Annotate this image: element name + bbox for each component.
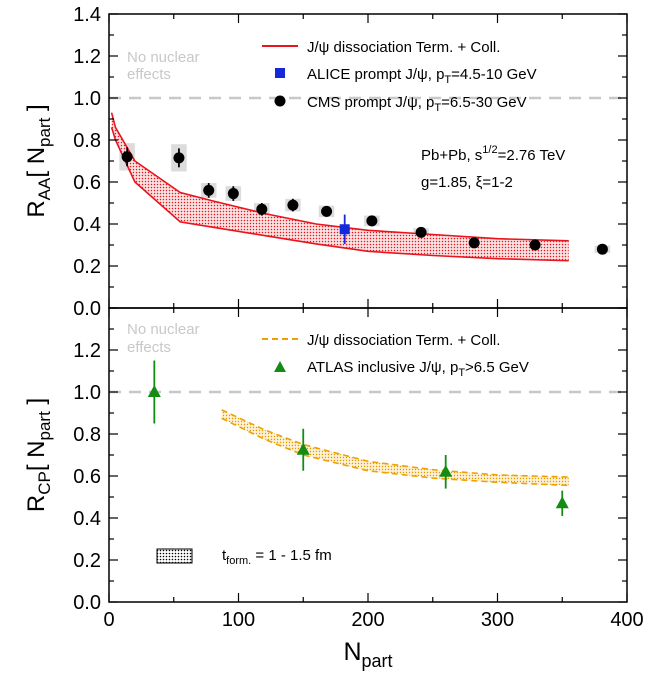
y-tick-label: 1.0 <box>73 382 101 404</box>
bottom-no-nuclear-label-2: effects <box>127 339 171 356</box>
legend-alice-label: ALICE prompt J/ψ, pT=4.5-10 GeV <box>307 66 537 86</box>
top-panel: No nuclear effects J/ψ dissociation Term… <box>23 4 628 320</box>
top-legend: J/ψ dissociation Term. + Coll. ALICE pro… <box>262 39 537 114</box>
atlas-data-point <box>147 385 161 397</box>
x-tick-label: 400 <box>610 609 643 631</box>
top-no-nuclear-label-2: effects <box>127 66 171 83</box>
bottom-legend: J/ψ dissociation Term. + Coll. ATLAS inc… <box>262 332 529 379</box>
cms-data-point <box>415 226 427 238</box>
x-tick-label: 300 <box>481 609 514 631</box>
cms-data-point <box>529 239 541 251</box>
cms-data-point <box>596 243 608 255</box>
top-info-line-2: g=1.85, ξ=1-2 <box>421 174 513 191</box>
y-tick-label: 1.2 <box>73 46 101 68</box>
cms-data-point <box>366 215 378 227</box>
y-tick-label: 0.0 <box>73 298 101 320</box>
y-tick-label: 0.0 <box>73 592 101 614</box>
legend-atlas-label: ATLAS inclusive J/ψ, pT>6.5 GeV <box>307 359 529 379</box>
bottom-x-axis: 0 100 200 300 400 <box>103 308 644 631</box>
cms-data-point <box>468 237 480 249</box>
formation-time-legend: tform. = 1 - 1.5 fm <box>156 547 332 567</box>
bottom-model-band <box>221 409 569 487</box>
x-tick-label: 100 <box>222 609 255 631</box>
top-band-lower-edge <box>110 127 569 262</box>
cms-data-point <box>173 152 185 164</box>
cms-data-point <box>256 203 268 215</box>
legend-alice-marker <box>275 68 285 78</box>
atlas-data-point <box>555 496 569 509</box>
x-axis-label: Npart <box>343 638 392 671</box>
formation-time-label: tform. = 1 - 1.5 fm <box>222 547 332 567</box>
bottom-y-axis: 0.0 0.2 0.4 0.6 0.8 1.0 1.2 <box>73 307 627 614</box>
cms-data-point <box>203 184 215 196</box>
legend-atlas-marker <box>274 361 286 372</box>
y-tick-label: 1.0 <box>73 88 101 110</box>
legend-red-label: J/ψ dissociation Term. + Coll. <box>307 39 500 56</box>
cms-data-point <box>227 188 239 200</box>
y-tick-label: 0.8 <box>73 424 101 446</box>
y-tick-label: 1.2 <box>73 340 101 362</box>
y-tick-label: 0.2 <box>73 256 101 278</box>
legend-orange-label: J/ψ dissociation Term. + Coll. <box>307 332 500 349</box>
top-no-nuclear-label-1: No nuclear <box>127 49 200 66</box>
cms-data-point <box>321 205 333 217</box>
bottom-no-nuclear-label-1: No nuclear <box>127 321 200 338</box>
formation-time-swatch <box>156 548 193 564</box>
bottom-band-upper-edge <box>221 409 569 478</box>
top-data-points <box>121 147 608 255</box>
y-tick-label: 0.6 <box>73 172 101 194</box>
bottom-data-points <box>147 360 569 516</box>
top-y-axis-label: RAA[ Npart ] <box>23 104 54 217</box>
legend-cms-marker <box>274 95 286 107</box>
bottom-panel: No nuclear effects J/ψ dissociation Term… <box>23 307 644 671</box>
top-info-line-1: Pb+Pb, s1/2=2.76 TeV <box>421 144 565 164</box>
alice-data-point <box>339 224 350 235</box>
y-tick-label: 1.4 <box>73 4 101 26</box>
x-tick-label: 200 <box>351 609 384 631</box>
x-tick-label: 0 <box>103 609 114 631</box>
top-band-area <box>111 112 569 261</box>
y-tick-label: 0.6 <box>73 466 101 488</box>
top-y-axis: 0.0 0.2 0.4 0.6 0.8 1.0 1.2 1.4 <box>73 4 628 320</box>
legend-cms-label: CMS prompt J/ψ, pT=6.5-30 GeV <box>307 94 527 114</box>
y-tick-label: 0.4 <box>73 214 101 236</box>
bottom-y-axis-label: RCP[ Npart ] <box>23 398 54 512</box>
cms-data-point <box>287 199 299 211</box>
y-tick-label: 0.4 <box>73 508 101 530</box>
atlas-data-point <box>296 442 310 455</box>
cms-data-point <box>121 151 133 163</box>
y-tick-label: 0.8 <box>73 130 101 152</box>
bottom-band-area <box>221 409 569 486</box>
y-tick-label: 0.2 <box>73 550 101 572</box>
atlas-data-point <box>439 464 453 477</box>
